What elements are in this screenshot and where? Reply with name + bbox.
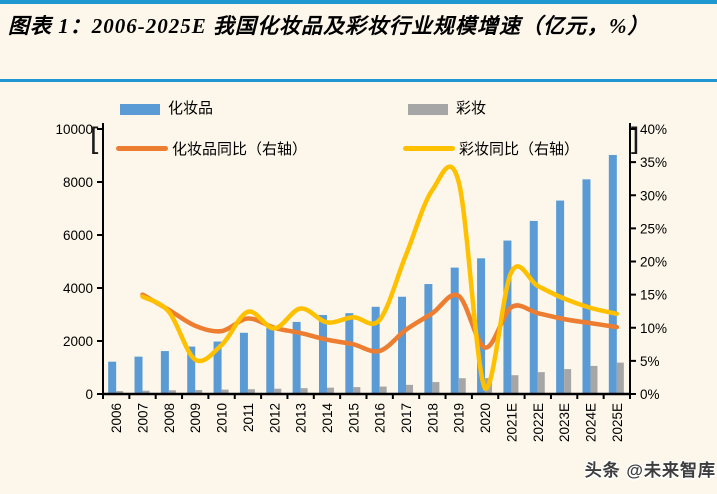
bar-cosmetics-2007 bbox=[134, 356, 143, 394]
bar-makeup-2006 bbox=[116, 391, 124, 394]
bar-cosmetics-2014 bbox=[318, 315, 327, 394]
bar-cosmetics-2019 bbox=[450, 267, 459, 394]
line-cosmetics-yoy bbox=[140, 292, 620, 354]
bar-makeup-2010 bbox=[221, 389, 229, 394]
page-title: 图表 1：2006-2025E 我国化妆品及彩妆行业规模增速（亿元，%） bbox=[8, 14, 650, 38]
bar-cosmetics-2020 bbox=[477, 258, 486, 394]
bar-cosmetics-2022E bbox=[529, 220, 538, 394]
bar-makeup-2011 bbox=[247, 389, 255, 394]
left-bracket-mark: [ bbox=[90, 122, 99, 155]
bar-makeup-2024E bbox=[590, 365, 598, 394]
left-axis-tick-label: 0 bbox=[85, 387, 93, 402]
legend-swatch-makeup-bar bbox=[408, 104, 448, 115]
right-axis-tick-label: 5% bbox=[640, 354, 660, 369]
bar-cosmetics-2011 bbox=[239, 332, 248, 394]
x-axis-label-2007: 2007 bbox=[136, 403, 151, 433]
bar-makeup-2007 bbox=[142, 390, 150, 394]
bar-makeup-2018 bbox=[432, 382, 440, 394]
bar-cosmetics-2017 bbox=[398, 296, 407, 394]
x-axis-label-2009: 2009 bbox=[188, 403, 203, 433]
x-axis-label-2006: 2006 bbox=[109, 403, 124, 433]
left-axis-tick-label: 8000 bbox=[63, 175, 93, 190]
bar-makeup-2016 bbox=[379, 386, 387, 394]
legend-label-cosmetics-yoy: 化妆品同比（右轴） bbox=[172, 141, 308, 158]
bar-makeup-2025E bbox=[616, 362, 624, 394]
x-axis-label-2020: 2020 bbox=[478, 403, 493, 433]
bar-cosmetics-2006 bbox=[108, 361, 117, 394]
x-axis-label-2011: 2011 bbox=[241, 403, 256, 432]
x-axis-label-2012: 2012 bbox=[267, 403, 282, 433]
left-axis-tick-label: 10000 bbox=[55, 122, 93, 137]
x-axis-label-2025E: 2025E bbox=[610, 403, 625, 442]
left-axis-tick-label: 4000 bbox=[63, 281, 93, 296]
x-axis-label-2016: 2016 bbox=[373, 403, 388, 433]
right-axis-tick-label: 30% bbox=[640, 188, 667, 203]
bar-makeup-2015 bbox=[353, 387, 361, 394]
bar-makeup-2012 bbox=[274, 388, 282, 394]
bar-cosmetics-2012 bbox=[266, 327, 275, 394]
left-axis-tick-label: 6000 bbox=[63, 228, 93, 243]
x-axis-label-2008: 2008 bbox=[162, 403, 177, 433]
x-axis-label-2018: 2018 bbox=[425, 403, 440, 433]
bar-makeup-2013 bbox=[300, 388, 308, 394]
bar-cosmetics-2010 bbox=[213, 341, 222, 394]
bar-makeup-2023E bbox=[564, 369, 572, 394]
bar-makeup-2022E bbox=[537, 372, 545, 394]
bar-cosmetics-2008 bbox=[160, 351, 169, 394]
top-divider bbox=[0, 0, 717, 4]
bar-makeup-2008 bbox=[168, 390, 176, 394]
right-axis-tick-label: 20% bbox=[640, 255, 667, 270]
legend-swatch-makeup-yoy-line bbox=[403, 146, 455, 151]
x-axis-label-2019: 2019 bbox=[452, 403, 467, 433]
bar-cosmetics-2025E bbox=[608, 154, 617, 394]
bar-makeup-2017 bbox=[406, 384, 414, 394]
legend-swatch-cosmetics-yoy-line bbox=[116, 146, 168, 151]
right-axis-tick-label: 15% bbox=[640, 288, 667, 303]
legend-label-makeup: 彩妆 bbox=[456, 100, 487, 117]
x-axis-label-2010: 2010 bbox=[215, 403, 230, 433]
x-axis-label-2013: 2013 bbox=[294, 403, 309, 433]
right-bracket-mark: ] bbox=[631, 122, 640, 155]
x-axis-label-2024E: 2024E bbox=[583, 403, 598, 442]
watermark: 头条 @未来智库 bbox=[584, 461, 716, 480]
bar-cosmetics-2013 bbox=[292, 321, 301, 394]
right-axis-tick-label: 40% bbox=[640, 122, 667, 137]
combo-chart: 0 2000 4000 6000 8000 10000 0% 5% 10% 15% 20% 25% 30… bbox=[55, 122, 667, 442]
left-axis-tick-label: 2000 bbox=[63, 334, 93, 349]
bar-makeup-2019 bbox=[458, 378, 466, 394]
legend-label-cosmetics: 化妆品 bbox=[168, 100, 214, 117]
bar-cosmetics-2024E bbox=[582, 179, 591, 394]
legend-swatch-cosmetics-bar bbox=[120, 104, 160, 115]
x-axis-label-2021E: 2021E bbox=[504, 403, 519, 442]
right-axis-tick-label: 0% bbox=[640, 387, 660, 402]
bar-makeup-2009 bbox=[195, 390, 203, 394]
x-axis-label-2022E: 2022E bbox=[531, 403, 546, 442]
bar-cosmetics-2021E bbox=[503, 240, 512, 394]
right-axis-tick-label: 25% bbox=[640, 221, 667, 236]
line-makeup-yoy bbox=[140, 164, 620, 391]
title-divider bbox=[0, 79, 717, 82]
bar-cosmetics-2015 bbox=[345, 313, 354, 394]
right-axis-tick-label: 10% bbox=[640, 321, 667, 336]
x-axis-label-2015: 2015 bbox=[346, 403, 361, 433]
bar-cosmetics-2018 bbox=[424, 284, 433, 394]
bar-cosmetics-2009 bbox=[187, 346, 196, 394]
right-axis-tick-label: 35% bbox=[640, 155, 667, 170]
x-axis-label-2023E: 2023E bbox=[557, 403, 572, 442]
bar-makeup-2014 bbox=[326, 387, 334, 394]
legend-label-makeup-yoy: 彩妆同比（右轴） bbox=[459, 141, 580, 158]
x-axis-label-2014: 2014 bbox=[320, 403, 335, 434]
x-axis-label-2017: 2017 bbox=[399, 403, 414, 433]
bar-makeup-2021E bbox=[511, 375, 519, 394]
